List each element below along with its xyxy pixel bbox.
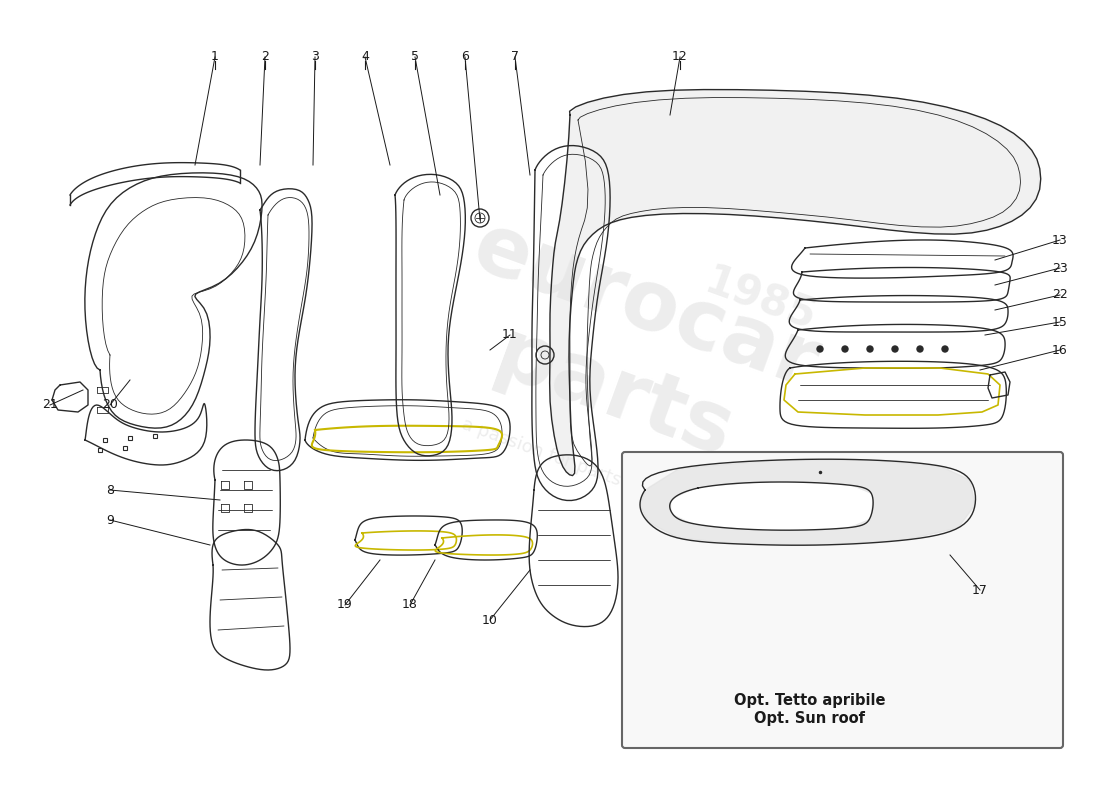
Text: 2: 2 bbox=[261, 50, 268, 63]
Text: 16: 16 bbox=[1052, 343, 1068, 357]
Circle shape bbox=[892, 346, 898, 352]
Circle shape bbox=[817, 346, 823, 352]
FancyBboxPatch shape bbox=[621, 452, 1063, 748]
Circle shape bbox=[917, 346, 923, 352]
Text: 19: 19 bbox=[337, 598, 353, 611]
Text: 10: 10 bbox=[482, 614, 498, 626]
Circle shape bbox=[942, 346, 948, 352]
Text: 3: 3 bbox=[311, 50, 319, 63]
Polygon shape bbox=[550, 90, 1040, 475]
Text: 7: 7 bbox=[512, 50, 519, 63]
Text: eurocar
parts: eurocar parts bbox=[430, 206, 829, 494]
Text: 18: 18 bbox=[403, 598, 418, 611]
Polygon shape bbox=[640, 460, 975, 545]
Text: 12: 12 bbox=[672, 50, 688, 63]
Text: 8: 8 bbox=[106, 483, 114, 497]
Text: 20: 20 bbox=[102, 398, 118, 411]
Text: a passion for parts since 1985: a passion for parts since 1985 bbox=[459, 415, 722, 525]
Text: 1: 1 bbox=[211, 50, 219, 63]
Text: 17: 17 bbox=[972, 583, 988, 597]
Text: Opt. Sun roof: Opt. Sun roof bbox=[755, 710, 866, 726]
Circle shape bbox=[842, 346, 848, 352]
Text: 21: 21 bbox=[42, 398, 58, 411]
Text: 1985: 1985 bbox=[698, 261, 822, 339]
Text: 6: 6 bbox=[461, 50, 469, 63]
Text: 4: 4 bbox=[361, 50, 368, 63]
Text: 13: 13 bbox=[1052, 234, 1068, 246]
Text: 9: 9 bbox=[106, 514, 114, 526]
Text: 22: 22 bbox=[1052, 289, 1068, 302]
Text: 11: 11 bbox=[502, 329, 518, 342]
Text: 23: 23 bbox=[1052, 262, 1068, 274]
Text: Opt. Tetto apribile: Opt. Tetto apribile bbox=[735, 693, 886, 707]
Polygon shape bbox=[672, 482, 872, 530]
Text: 15: 15 bbox=[1052, 315, 1068, 329]
Text: 5: 5 bbox=[411, 50, 419, 63]
Circle shape bbox=[867, 346, 873, 352]
